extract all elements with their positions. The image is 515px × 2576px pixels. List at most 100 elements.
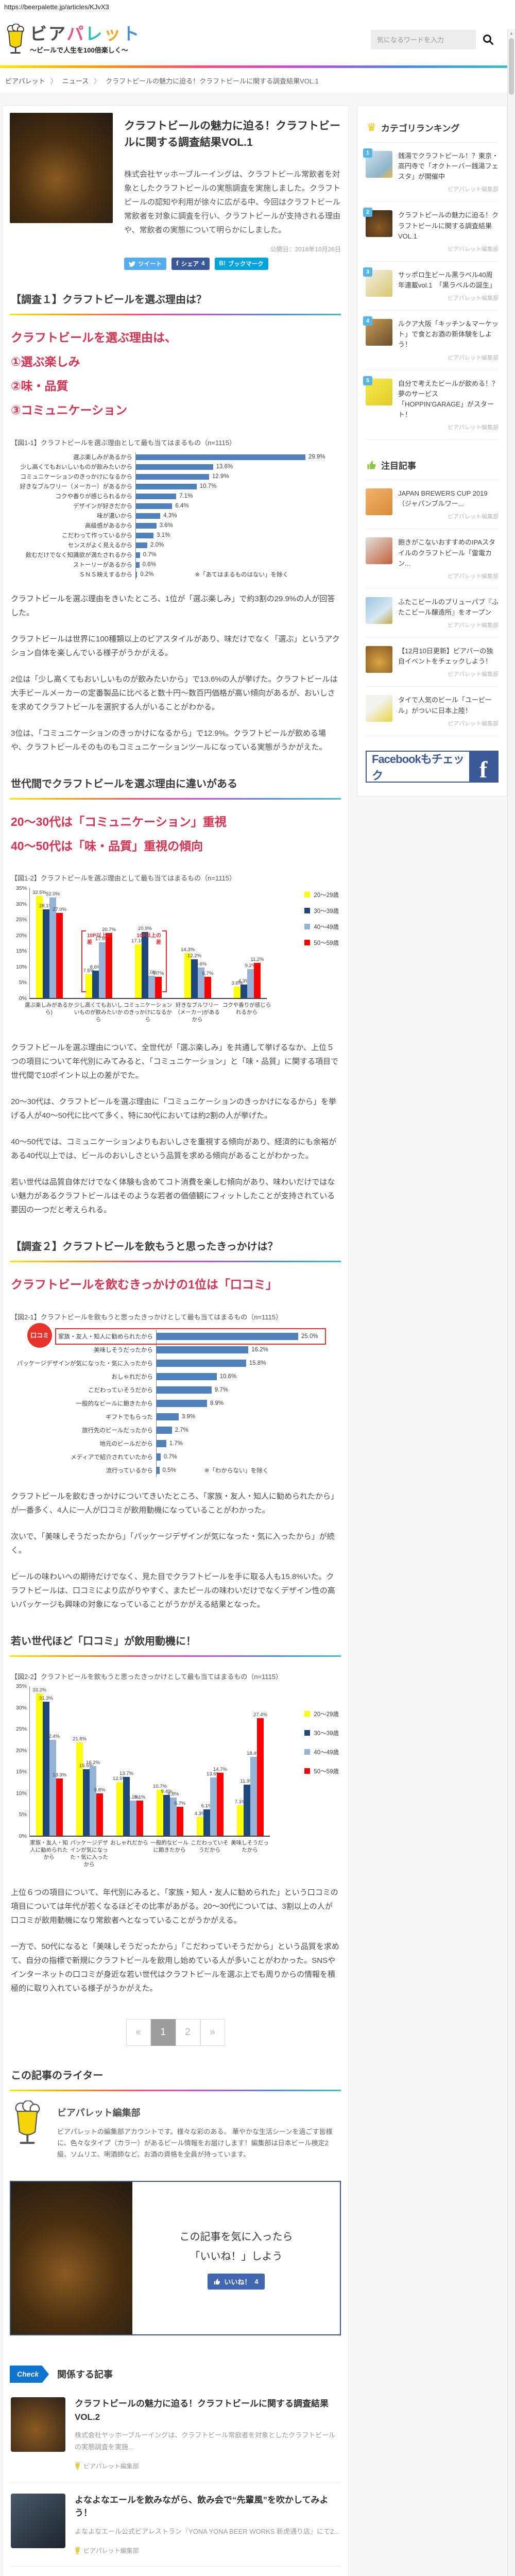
logo-tagline: ～ビールで人生を100倍楽しく～ [30, 46, 128, 55]
like-card: この記事を気に入ったら 「いいね！」しよう いいね！ 4 [10, 2181, 341, 2336]
bar [184, 953, 191, 998]
facebook-banner[interactable]: Facebookもチェック f [366, 750, 499, 783]
bar-label: ストーリーがあるから [73, 562, 132, 569]
related-article[interactable]: クラフトビールの魅力に迫る！クラフトビールに関する調査結果VOL.2 株式会社ヤッ… [10, 2386, 341, 2482]
bar [136, 552, 140, 558]
bar-label: コクや香りが感じられるから [55, 494, 133, 500]
ranking-item-title[interactable]: 自分で考えたビールが飲める！？夢のサービス「HOPPIN'GARAGE」がスター… [398, 379, 499, 418]
bar-value: 25.0% [301, 1333, 318, 1340]
bar-value: 2.0% [150, 542, 164, 549]
x-axis-label: コミュニケーションのきっかけになるから [123, 1002, 173, 1023]
scrollbar-thumb[interactable] [509, 38, 514, 95]
bar-value: 0.2% [140, 571, 154, 578]
paragraph: 40～50代では、コミュニケーションよりもおいしさを重視する傾向があり、経済的に… [11, 1138, 337, 1161]
bar-value: 9.6% [195, 961, 207, 968]
bar [241, 984, 247, 998]
chart-row: 選ぶ楽しみがあるから 29.9% [10, 452, 341, 462]
rank-badge: 3 [363, 267, 372, 277]
bar-value: 15.5% [79, 1762, 93, 1769]
pagination-next[interactable]: » [200, 2019, 225, 2046]
bar [136, 562, 140, 568]
bar-group: 12.5% 13.7% 8.1% 8.1% [113, 1771, 145, 1836]
facebook-like-button[interactable]: いいね！ 4 [208, 2273, 265, 2290]
related-article[interactable]: ローソンで購入できるクラフトビールとローソンフードのベストペアリングを探ろう！株… [10, 2567, 341, 2576]
site-logo[interactable]: ビアパレット ～ビールで人生を100倍楽しく～ [4, 24, 141, 56]
related-article-excerpt: よなよなエール公式ビアレストラン『YONA YONA BEER WORKS 新虎… [75, 2527, 340, 2535]
bar-value: 8.9% [210, 1400, 224, 1406]
ranking-item-title[interactable]: ルクア大阪「キッチン＆マーケット」で食とお酒の新体験をしよう！ [398, 320, 499, 349]
beer-glass-icon [75, 2546, 80, 2554]
bar-value: 3.1% [157, 532, 170, 539]
hatena-bookmark-button[interactable]: B! ブックマーク [214, 258, 268, 270]
featured-item[interactable]: ふたこビールのブリューパブ『ふたこビール醸造所』をオープン ビアパレット編集部 [366, 589, 499, 638]
ranking-item-title[interactable]: 銭湯でクラフトビール！？東京・高円寺で「オクトーバー銭湯フェスタ」が開催中 [398, 152, 499, 181]
bar [136, 454, 305, 460]
writer-avatar-beer-glass-icon [11, 2100, 44, 2147]
bar [191, 959, 198, 998]
bar-value: 13.6% [207, 1771, 220, 1777]
bar-group: 32.5% 28.1% 32.0% 27.0% [32, 890, 66, 998]
facebook-share-button[interactable]: f シェア 4 [171, 258, 210, 270]
paragraph: ビールの味わいへの期待だけでなく、見た目でクラフトビールを手に取る人も15.8%… [11, 1572, 335, 1609]
writer-name[interactable]: ビアパレット編集部 [57, 2108, 141, 2119]
survey2-heading: 【調査２】クラフトビールを飲もうと思ったきっかけは？ [11, 1241, 278, 1253]
search-input[interactable] [371, 30, 476, 49]
legend-label: 40～49歳 [314, 924, 339, 930]
related-article-title[interactable]: クラフトビールの魅力に迫る！クラフトビールに関する調査結果VOL.2 [75, 2399, 329, 2422]
tweet-button[interactable]: ツイート [124, 258, 166, 270]
bar [247, 969, 254, 998]
bar-value: 9.8% [94, 1787, 106, 1793]
ranking-list: 1 銭湯でクラフトビール！？東京・高円寺で「オクトーバー銭湯フェスタ」が開催中 ビア… [363, 143, 499, 440]
y-axis-tick: 20% [15, 1747, 27, 1754]
featured-item[interactable]: JAPAN BREWERS CUP 2019（ジャパンブルワー... ビアパレット… [366, 480, 499, 530]
bar [244, 1784, 250, 1836]
featured-item-title[interactable]: ふたこビールのブリューパブ『ふたこビール醸造所』をオープン [398, 598, 499, 616]
figure1-1-title: 【図1-1】クラフトビールを選ぶ理由として最も当てはまるもの（n=1115） [11, 438, 236, 447]
related-article[interactable]: よなよなエールを飲みながら、飲み会で“先輩風”を吹かしてみよう！ よなよなエール公… [10, 2482, 341, 2567]
heading-accent-line [10, 798, 341, 800]
ranking-thumbnail: 1 [363, 148, 392, 178]
bar-value: 12.9% [212, 473, 229, 480]
related-article-title[interactable]: よなよなエールを飲みながら、飲み会で“先輩風”を吹かしてみよう！ [75, 2495, 329, 2518]
chart-row: ギフトでもらった 3.9% [10, 1410, 341, 1423]
heading-accent-line [10, 2090, 341, 2092]
x-axis-label: 一般的なビールに飽きたから [150, 1839, 188, 1853]
breadcrumb-category[interactable]: ニュース [62, 77, 89, 85]
search-icon[interactable] [482, 33, 494, 46]
legend-label: 20～29歳 [314, 892, 339, 899]
ranking-item[interactable]: 4 ルクア大阪「キッチン＆マーケット」で食とお酒の新体験をしよう！ ビアパレット編集… [363, 311, 499, 370]
bar-value: 0.6% [142, 562, 156, 568]
bar-label: メディアで紹介されていたから [71, 1454, 153, 1461]
bar [157, 1386, 212, 1394]
featured-item[interactable]: 【12月10日更新】ビアバーの独自イベントをチェックしよう！ ビアパレット編集部 [366, 638, 499, 687]
featured-item[interactable]: タイで人気のビール「ユービール」がついに日本上陸！ ビアパレット編集部 [366, 687, 499, 736]
featured-item-title[interactable]: JAPAN BREWERS CUP 2019（ジャパンブルワー... [398, 489, 488, 508]
bar [106, 933, 112, 998]
survey2-key-finding: クラフトビールを飲むきっかけの1位は「口コミ」 [10, 1273, 341, 1297]
scrollbar[interactable]: ▲ [507, 29, 515, 2576]
bar [254, 962, 261, 998]
y-axis-tick: 15% [15, 1769, 27, 1775]
pagination-page-1[interactable]: 1 [150, 2019, 176, 2046]
scrollbar-up-arrow-icon[interactable]: ▲ [508, 29, 515, 37]
featured-item[interactable]: 飽きがこないおすすめのIPAスタイルのクラフトビール「雷電カン... ビアパレット… [366, 529, 499, 589]
ranking-item[interactable]: 5 自分で考えたビールが飲める！？夢のサービス「HOPPIN'GARAGE」がスタ… [363, 370, 499, 440]
ranking-item-title[interactable]: サッポロ生ビール黒ラベル40周年連載vol.1 「黒ラベルの誕生」 [398, 270, 496, 289]
pagination-prev[interactable]: « [126, 2019, 151, 2046]
pagination-page-2[interactable]: 2 [175, 2019, 200, 2046]
featured-item-title[interactable]: タイで人気のビール「ユービール」がついに日本上陸！ [398, 696, 492, 715]
chart-note: ※「わからない」を除く [204, 1467, 269, 1474]
ranking-item[interactable]: 1 銭湯でクラフトビール！？東京・高円寺で「オクトーバー銭湯フェスタ」が開催中 ビア… [363, 143, 499, 202]
breadcrumb-home[interactable]: ビアパレット [5, 77, 45, 85]
ranking-item[interactable]: 2 クラフトビールの魅力に迫る！クラフトビールに関する調査結果VOL.1 ビアパレッ… [363, 202, 499, 262]
featured-list: JAPAN BREWERS CUP 2019（ジャパンブルワー... ビアパレット… [366, 480, 499, 736]
bar [170, 1798, 177, 1836]
paragraph: クラフトビールを飲むきっかけについてきいたところ、「家族・友人・知人に勧められた… [11, 1492, 339, 1515]
ranking-item-title[interactable]: クラフトビールの魅力に迫る！クラフトビールに関する調査結果VOL.1 [398, 211, 499, 240]
ranking-thumbnail: 3 [363, 267, 392, 297]
featured-item-title[interactable]: 【12月10日更新】ビアバーの独自イベントをチェックしよう！ [398, 647, 493, 666]
ranking-item[interactable]: 3 サッポロ生ビール黒ラベル40周年連載vol.1 「黒ラベルの誕生」 ビアパレット… [363, 262, 499, 311]
featured-item-title[interactable]: 飽きがこないおすすめのIPAスタイルのクラフトビール「雷電カン... [398, 538, 495, 567]
crown-icon: ♛ [367, 122, 376, 133]
bar [136, 464, 213, 470]
